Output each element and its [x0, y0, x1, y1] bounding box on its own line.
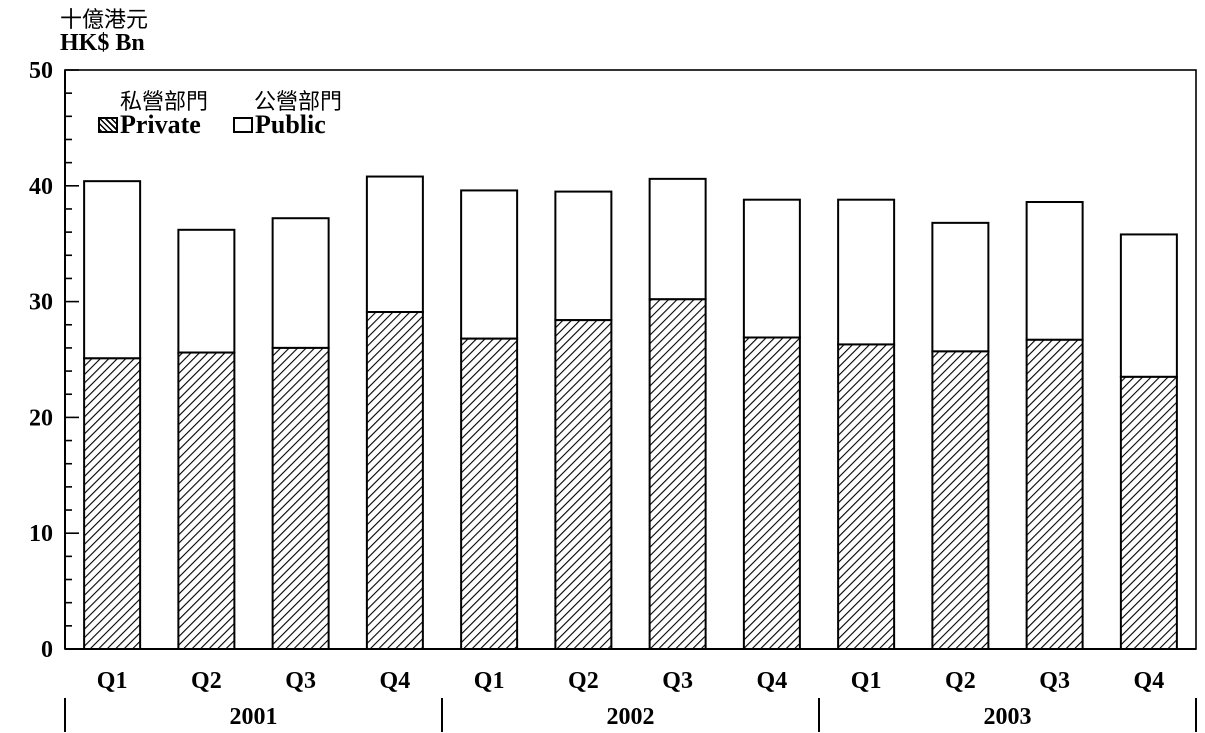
x-tick-label: Q3 — [1039, 668, 1070, 694]
x-tick-label: Q3 — [285, 668, 316, 694]
legend-swatch-public — [233, 117, 253, 133]
bar-public — [177, 228, 236, 354]
x-tick-label: Q4 — [380, 668, 411, 694]
x-tick-label: Q1 — [474, 668, 505, 694]
bar-public — [742, 198, 801, 339]
y-tick-label: 20 — [29, 405, 53, 431]
bar-private — [271, 346, 330, 650]
bar-private — [742, 336, 801, 650]
bar-private — [648, 298, 707, 650]
bar-private — [931, 350, 990, 650]
legend-public-label-chinese: 公營部門 — [254, 90, 343, 115]
bar-public — [1119, 233, 1178, 378]
y-tick-label: 10 — [29, 521, 53, 547]
bar-private — [554, 319, 613, 650]
bar-private — [460, 337, 519, 650]
x-tick-label: Q3 — [662, 668, 693, 694]
x-tick-label: Q1 — [851, 668, 882, 694]
bar-private — [365, 311, 424, 650]
y-tick-label: 30 — [29, 290, 53, 316]
bar-public — [931, 221, 990, 353]
y-tick-label: 50 — [29, 58, 53, 84]
x-group-label: 2002 — [607, 704, 655, 730]
x-tick-label: Q2 — [568, 668, 599, 694]
x-tick-label: Q2 — [191, 668, 222, 694]
legend-private-label: Private — [120, 110, 201, 139]
legend-item-private: Private — [98, 110, 201, 140]
x-tick-label: Q2 — [945, 668, 976, 694]
bar-private — [1119, 375, 1178, 650]
bar-public — [83, 180, 142, 360]
legend-public-label: Public — [255, 110, 326, 139]
bar-public — [554, 190, 613, 322]
bar-private — [837, 343, 896, 650]
bar-public — [648, 177, 707, 301]
bar-public — [1025, 201, 1084, 341]
y-tick-label: 40 — [29, 174, 53, 200]
bar-public — [837, 198, 896, 346]
legend-swatch-private — [98, 117, 118, 133]
bar-public — [271, 217, 330, 349]
bar-private — [1025, 338, 1084, 650]
bar-private — [177, 351, 236, 650]
unit-label-chinese: 十億港元 — [60, 7, 149, 32]
x-group-label: 2003 — [984, 704, 1032, 730]
bar-private — [83, 357, 142, 650]
legend-private-label-chinese: 私營部門 — [120, 90, 209, 115]
x-tick-label: Q4 — [757, 668, 788, 694]
y-tick-label: 0 — [41, 637, 53, 663]
bar-public — [365, 175, 424, 314]
legend-item-public: Public — [233, 110, 326, 140]
unit-label-english: HK$ Bn — [60, 30, 145, 56]
x-tick-label: Q1 — [97, 668, 128, 694]
bar-public — [460, 189, 519, 340]
x-group-label: 2001 — [230, 704, 278, 730]
x-tick-label: Q4 — [1134, 668, 1165, 694]
